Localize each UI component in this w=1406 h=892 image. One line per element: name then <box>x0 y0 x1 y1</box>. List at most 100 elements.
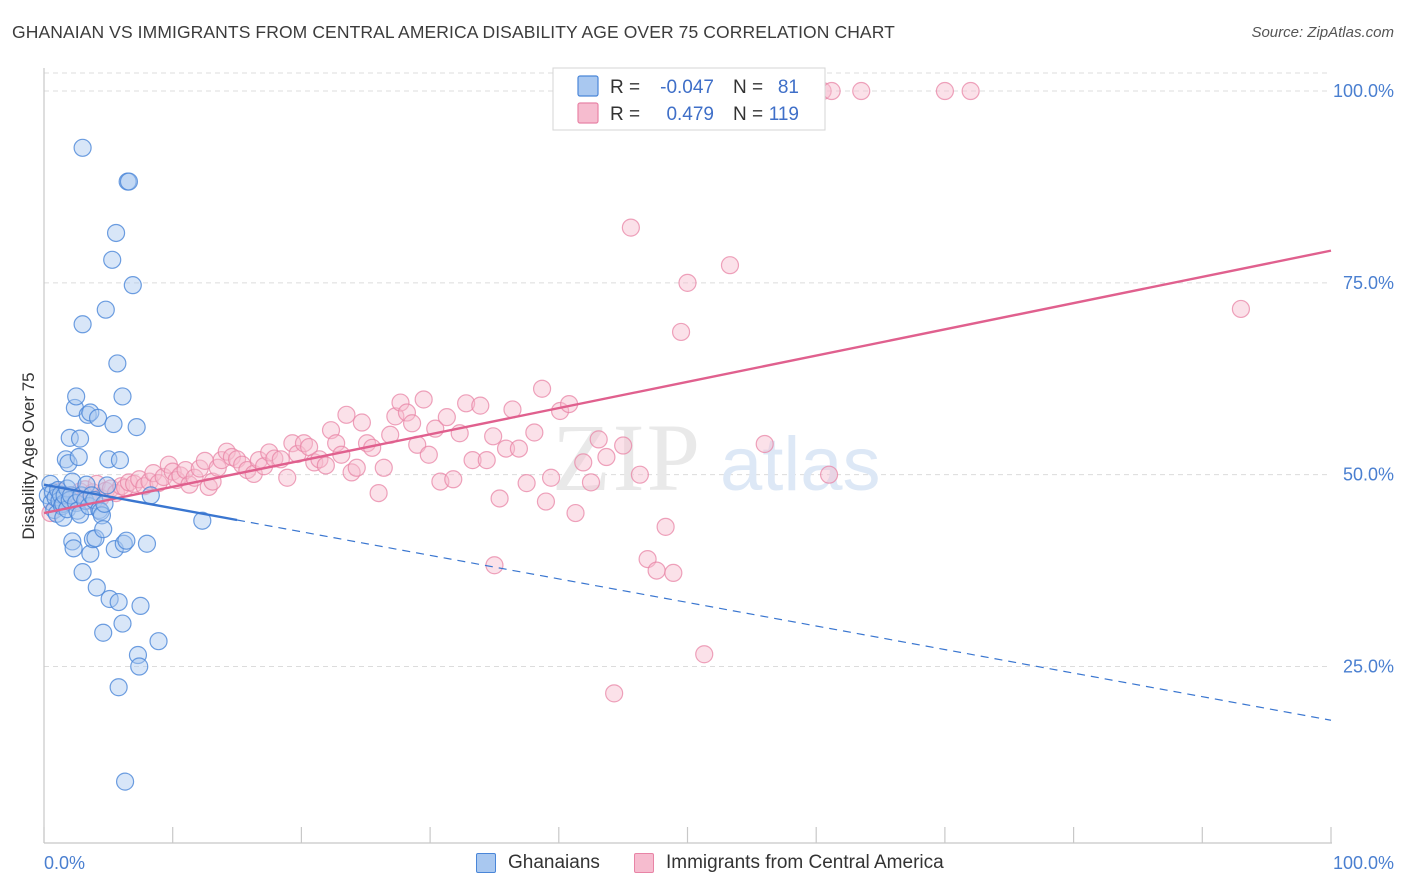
point-central-america-106 <box>656 517 675 536</box>
point-ghanaians-25 <box>67 387 86 406</box>
point-ghanaians-17 <box>59 454 78 473</box>
point-central-america-73 <box>414 390 433 409</box>
point-ghanaians-79 <box>149 632 168 651</box>
point-central-america-70 <box>397 403 417 422</box>
point-ghanaians-23 <box>64 539 83 558</box>
point-ghanaians-51 <box>94 623 113 642</box>
point-central-america-97 <box>581 473 601 492</box>
point-central-america-92 <box>541 468 561 487</box>
point-central-america-88 <box>509 439 529 458</box>
x-tick-label-max: 100.0% <box>1333 853 1394 873</box>
point-ghanaians-62 <box>109 592 128 612</box>
point-central-america-80 <box>457 394 476 413</box>
point-central-america-84 <box>484 427 503 446</box>
point-central-america-61 <box>347 458 366 477</box>
point-central-america-20 <box>140 472 159 491</box>
point-ghanaians-54 <box>97 476 117 495</box>
point-central-america-112 <box>755 434 774 454</box>
point-ghanaians-22 <box>63 532 82 551</box>
y-tick-labels: 25.0% 50.0% 75.0% 100.0% <box>1333 81 1394 676</box>
point-ghanaians-29 <box>70 429 90 448</box>
point-central-america-122 <box>819 465 839 484</box>
bottom-legend-swatch-ghanaians <box>476 853 496 873</box>
y-tick-label-25: 25.0% <box>1343 657 1394 677</box>
point-ghanaians-68 <box>115 772 135 791</box>
legend-r-label-central-america: R = <box>610 104 640 125</box>
point-central-america-55 <box>316 456 335 475</box>
legend-r-value-ghanaians: -0.047 <box>660 77 714 98</box>
trend-lines <box>43 249 1332 721</box>
chart-title: GHANAIAN VS IMMIGRANTS FROM CENTRAL AMER… <box>12 22 895 42</box>
point-central-america-102 <box>621 218 640 237</box>
point-ghanaians-80 <box>193 511 212 530</box>
point-central-america-116 <box>852 81 871 101</box>
trend-line-central-america <box>43 249 1332 515</box>
legend-swatch-ghanaians <box>577 75 599 97</box>
y-tick-label-75: 75.0% <box>1343 273 1394 293</box>
point-ghanaians-28 <box>69 447 88 467</box>
point-central-america-109 <box>678 273 697 292</box>
series-central-america-points <box>41 81 1251 703</box>
point-central-america-78 <box>444 470 463 489</box>
point-central-america-57 <box>327 434 346 453</box>
point-ghanaians-72 <box>123 276 142 295</box>
point-central-america-59 <box>337 405 356 424</box>
point-central-america-95 <box>566 503 585 523</box>
point-central-america-68 <box>386 407 405 426</box>
point-ghanaians-67 <box>114 534 133 553</box>
point-ghanaians-71 <box>119 172 139 191</box>
point-central-america-98 <box>589 430 608 449</box>
point-central-america-103 <box>630 465 649 484</box>
point-ghanaians-64 <box>110 451 130 470</box>
legend-box: R = -0.047 N = 81 R = 0.479 N = 119 <box>552 67 826 131</box>
point-ghanaians-37 <box>78 405 97 424</box>
bottom-legend: Ghanaians Immigrants from Central Americ… <box>0 852 1406 878</box>
legend-n-value-central-america: 119 <box>769 104 799 125</box>
bottom-legend-item-central-america: Immigrants from Central America <box>634 852 944 874</box>
legend-r-value-central-america: 0.479 <box>666 104 714 125</box>
point-ghanaians-32 <box>73 138 92 157</box>
legend-r-label-ghanaians: R = <box>610 77 640 98</box>
point-ghanaians-34 <box>73 563 92 582</box>
point-central-america-118 <box>961 81 980 101</box>
point-central-america-105 <box>647 561 666 580</box>
point-ghanaians-44 <box>86 529 105 548</box>
bottom-legend-label-central-america: Immigrants from Central America <box>666 852 944 873</box>
point-central-america-21 <box>144 464 163 483</box>
point-central-america-101 <box>614 436 633 455</box>
y-tick-label-100: 100.0% <box>1333 81 1394 101</box>
point-ghanaians-74 <box>128 645 148 665</box>
watermark-zip: ZIP <box>552 404 702 511</box>
watermark-atlas: atlas <box>720 422 881 507</box>
trend-line-ghanaians-solid <box>43 483 238 522</box>
point-central-america-77 <box>437 408 456 427</box>
point-central-america-115 <box>822 81 841 101</box>
point-ghanaians-69 <box>117 531 136 550</box>
trend-line-ghanaians-dashed <box>236 519 1332 721</box>
point-ghanaians-61 <box>108 354 127 373</box>
point-central-america-121 <box>536 492 556 511</box>
point-central-america-65 <box>369 483 388 503</box>
point-ghanaians-18 <box>60 428 79 447</box>
point-ghanaians-33 <box>73 315 92 334</box>
bottom-legend-item-ghanaians: Ghanaians <box>476 852 600 874</box>
point-central-america-83 <box>477 451 496 470</box>
bottom-legend-label-ghanaians: Ghanaians <box>508 852 600 873</box>
point-central-america-81 <box>463 451 482 470</box>
point-ghanaians-65 <box>113 387 132 406</box>
point-central-america-90 <box>525 423 544 442</box>
point-central-america-96 <box>574 453 593 472</box>
point-ghanaians-45 <box>87 578 106 597</box>
x-ticks <box>43 827 1332 843</box>
point-ghanaians-60 <box>106 223 126 243</box>
point-central-america-111 <box>720 256 740 275</box>
point-ghanaians-58 <box>104 414 123 434</box>
point-ghanaians-57 <box>103 250 122 269</box>
chart-source: Source: ZipAtlas.com <box>1251 24 1394 41</box>
point-central-america-85 <box>490 489 509 508</box>
point-ghanaians-49 <box>92 506 112 525</box>
point-central-america-107 <box>664 563 683 583</box>
point-central-america-74 <box>419 445 438 464</box>
point-central-america-108 <box>671 322 691 342</box>
point-central-america-99 <box>597 447 616 467</box>
